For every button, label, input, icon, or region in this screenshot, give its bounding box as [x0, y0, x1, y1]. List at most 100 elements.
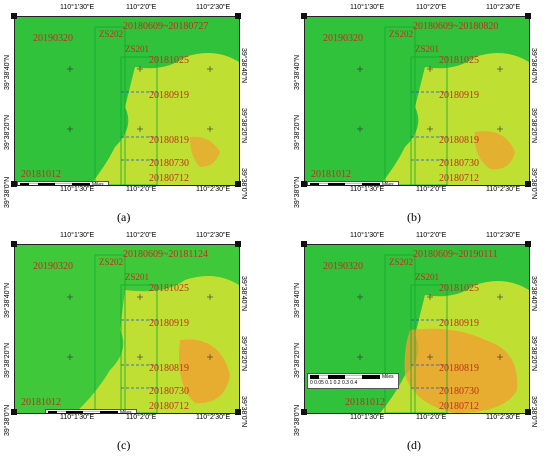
panel-caption: (c) [117, 438, 131, 452]
lon-tick-bottom-2: 110°2'0"E [126, 414, 157, 421]
scale-units: Miles [120, 410, 132, 414]
lon-tick-3: 110°2'30"E [486, 4, 521, 11]
date-label-5: 20180730 [439, 158, 479, 169]
lon-tick-bottom-3: 110°2'30"E [486, 186, 521, 193]
lat-tick-right-1: 39°38'40"N [530, 48, 537, 84]
panel-caption: (a) [117, 210, 131, 224]
panel-caption: (d) [407, 438, 421, 452]
strip-label-zs202: ZS202 [389, 257, 414, 267]
frame-corner [301, 241, 307, 247]
frame-corner [301, 13, 307, 19]
lat-tick-3: 39°38'0"N [294, 176, 301, 208]
lat-tick-2: 39°38'20"N [4, 114, 11, 150]
panel-a: 110°1'30"E 110°2'0"E 110°2'30"E 110°1'30… [0, 0, 275, 228]
lon-tick-bottom-2: 110°2'0"E [416, 186, 447, 193]
frame-corner [11, 13, 17, 19]
date-label-5: 20180730 [439, 386, 479, 397]
date-label-4: 20180819 [149, 135, 189, 146]
map-frame: 20180609~20181124 20190320 ZS202 ZS201 2… [14, 244, 240, 414]
map-frame: 20180609~20180820 20190320 ZS202 ZS201 2… [304, 16, 530, 186]
lat-tick-2: 39°38'20"N [4, 342, 11, 378]
scale-units: Miles [382, 374, 394, 380]
date-label-3: 20180919 [439, 90, 479, 101]
lat-tick-right-2: 39°38'20"N [240, 336, 247, 372]
scale-bar-graphic [310, 183, 380, 185]
scale-bar: Miles 0 0.05 0.1 0.2 0.3 0.4 [17, 181, 109, 185]
lat-tick-right-3: 39°38'0"N [240, 396, 247, 428]
lon-tick-bottom-3: 110°2'30"E [196, 186, 231, 193]
lon-tick-3: 110°2'30"E [196, 4, 231, 11]
date-label-4: 20180819 [439, 363, 479, 374]
map-frame: 20180609~20180727 20190320 ZS202 ZS201 2… [14, 16, 240, 186]
range-label: 20180609~20190111 [413, 249, 498, 260]
scale-bar: Miles 0 0.05 0.1 0.2 0.3 0.4 [307, 181, 399, 186]
map-image [15, 17, 239, 185]
lat-tick-1: 39°38'40"N [4, 282, 11, 318]
frame-corner [525, 181, 531, 187]
frame-corner [235, 181, 241, 187]
frame-corner [525, 409, 531, 415]
lon-tick-bottom-3: 110°2'30"E [486, 414, 521, 421]
scale-bar-graphic [48, 411, 118, 413]
lon-tick-bottom-2: 110°2'0"E [416, 414, 447, 421]
date-label-1: 20190320 [323, 33, 363, 44]
date-label-3: 20180919 [149, 90, 189, 101]
frame-corner [11, 409, 17, 415]
frame-corner [11, 241, 17, 247]
scale-numbers: 0 0.05 0.1 0.2 0.3 0.4 [310, 380, 358, 386]
date-label-3: 20180919 [439, 318, 479, 329]
lon-tick-1: 110°1'30"E [350, 232, 385, 239]
lat-tick-1: 39°38'40"N [4, 54, 11, 90]
panel-c: 110°1'30"E 110°2'0"E 110°2'30"E 110°1'30… [0, 228, 275, 457]
lon-tick-1: 110°1'30"E [60, 232, 95, 239]
lat-tick-3: 39°38'0"N [4, 176, 11, 208]
date-label-6: 20180712 [439, 401, 479, 412]
frame-corner [11, 181, 17, 187]
date-label-2: 20181025 [149, 283, 189, 294]
map-image [305, 245, 529, 413]
lat-tick-right-2: 39°38'20"N [240, 108, 247, 144]
lon-tick-bottom-1: 110°1'30"E [60, 414, 95, 421]
lon-tick-1: 110°1'30"E [350, 4, 385, 11]
lat-tick-1: 39°38'40"N [294, 282, 301, 318]
lat-tick-right-2: 39°38'20"N [530, 336, 537, 372]
scale-units: Miles [382, 182, 394, 186]
lat-tick-right-3: 39°38'0"N [240, 168, 247, 200]
frame-corner [235, 241, 241, 247]
date-label-6: 20180712 [439, 173, 479, 184]
range-label: 20180609~20180820 [413, 21, 499, 32]
lon-tick-bottom-1: 110°1'30"E [60, 186, 95, 193]
lon-tick-bottom-1: 110°1'30"E [350, 414, 385, 421]
strip-label-zs201: ZS201 [415, 272, 440, 282]
date-label-2: 20181025 [149, 55, 189, 66]
lon-tick-1: 110°1'30"E [60, 4, 95, 11]
scale-bar: Miles 0 0.05 0.1 0.2 0.3 0.4 [45, 409, 137, 414]
date-label-1: 20190320 [33, 261, 73, 272]
date-label-1: 20190320 [323, 261, 363, 272]
frame-corner [301, 409, 307, 415]
frame-corner [235, 409, 241, 415]
lat-tick-2: 39°38'20"N [294, 114, 301, 150]
lon-tick-2: 110°2'0"E [416, 232, 447, 239]
lat-tick-right-2: 39°38'20"N [530, 108, 537, 144]
lat-tick-right-3: 39°38'0"N [530, 396, 537, 428]
map-image [305, 17, 529, 185]
lon-tick-2: 110°2'0"E [126, 4, 157, 11]
lon-tick-2: 110°2'0"E [126, 232, 157, 239]
lon-tick-3: 110°2'30"E [196, 232, 231, 239]
frame-corner [301, 181, 307, 187]
strip-label-zs201: ZS201 [125, 44, 150, 54]
date-label-3: 20180919 [149, 318, 189, 329]
strip-label-zs201: ZS201 [125, 272, 150, 282]
panel-b: 110°1'30"E 110°2'0"E 110°2'30"E 110°1'30… [290, 0, 550, 228]
lon-tick-3: 110°2'30"E [486, 232, 521, 239]
lon-tick-bottom-1: 110°1'30"E [350, 186, 385, 193]
date-label-7: 20181012 [345, 397, 385, 408]
lat-tick-3: 39°38'0"N [4, 404, 11, 436]
date-label-1: 20190320 [33, 33, 73, 44]
map-image [15, 245, 239, 413]
panel-d: 110°1'30"E 110°2'0"E 110°2'30"E 110°1'30… [290, 228, 550, 457]
strip-label-zs201: ZS201 [415, 44, 440, 54]
date-label-4: 20180819 [149, 363, 189, 374]
lat-tick-right-1: 39°38'40"N [240, 276, 247, 312]
